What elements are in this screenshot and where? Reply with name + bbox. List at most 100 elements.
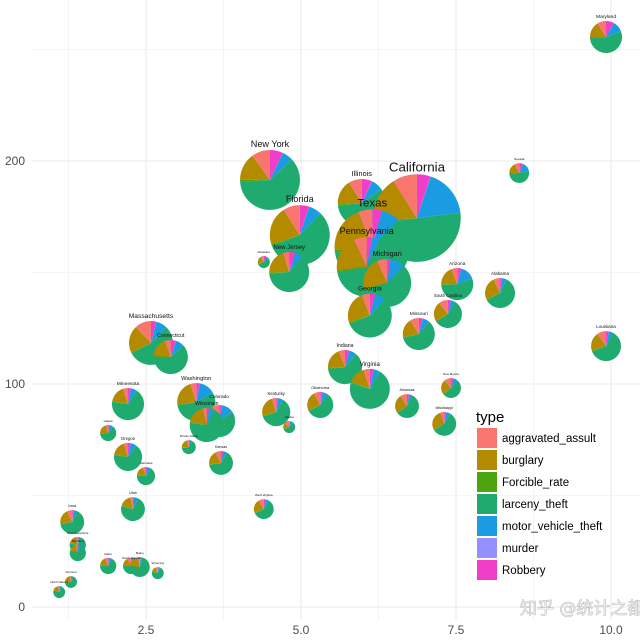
pie-slice-aggravated_assult — [142, 467, 146, 477]
pie-slice-motor_vehicle_theft — [108, 557, 112, 566]
pie-slice-murder — [345, 350, 350, 368]
pie-slice-aggravated_assult — [123, 388, 129, 405]
pie-slice-burglary — [337, 182, 362, 205]
pie-slice-murder — [196, 383, 200, 403]
pie-slice-robbery — [146, 467, 148, 477]
pie-slice-forcible_rate — [433, 423, 445, 431]
pie-slice-aggravated_assult — [271, 398, 277, 413]
pie-slice-burglary — [327, 351, 346, 369]
pie-slice-murder — [263, 256, 267, 263]
pie-slice-aggravated_assult — [393, 174, 417, 219]
pie-slice-forcible_rate — [348, 315, 370, 324]
pie-slice-robbery — [369, 293, 376, 316]
pie-slice-forcible_rate — [509, 173, 520, 174]
pie-slice-murder — [500, 278, 503, 294]
legend-key-forcible_rate — [477, 472, 497, 492]
pie-slice-burglary — [589, 23, 607, 38]
pie-slice-aggravated_assult — [258, 499, 264, 510]
pie-slice-aggravated_assult — [164, 339, 171, 358]
pie-slice-larceny_theft — [441, 278, 474, 301]
pie-slice-aggravated_assult — [353, 236, 367, 267]
pie-slice-motor_vehicle_theft — [59, 586, 63, 593]
pie-slice-forcible_rate — [283, 427, 290, 430]
pie-slice-forcible_rate — [177, 402, 197, 406]
pie-slice-motor_vehicle_theft — [221, 451, 227, 463]
pie-label: Idaho — [104, 552, 112, 556]
pie-slice-larceny_theft — [65, 576, 77, 589]
pie-slice-murder — [170, 340, 177, 358]
pie-slice-aggravated_assult — [186, 440, 189, 448]
pie-slice-aggravated_assult — [190, 383, 197, 403]
pie-slice-robbery — [289, 252, 296, 273]
pie-slice-larceny_theft — [240, 159, 300, 210]
pie-label: Minnesota — [117, 381, 140, 387]
pie-north-dakota — [53, 586, 66, 599]
pie-slice-motor_vehicle_theft — [206, 408, 215, 426]
pie-slice-aggravated_assult — [597, 20, 607, 38]
pie-slice-larceny_theft — [349, 371, 390, 409]
pie-slice-forcible_rate — [209, 462, 222, 466]
pie-slice-aggravated_assult — [440, 411, 445, 424]
pie-label: Pennsylvania — [340, 226, 395, 236]
legend-key-aggravated_assult — [477, 428, 497, 448]
pie-slice-robbery — [170, 339, 177, 358]
pie-label: Delaware — [257, 250, 270, 254]
pie-slice-burglary — [129, 557, 140, 568]
pie-slice-forcible_rate — [258, 262, 264, 265]
pie-slice-larceny_theft — [443, 380, 461, 398]
pie-slice-aggravated_assult — [451, 268, 458, 285]
pie-slice-larceny_theft — [262, 399, 291, 427]
pie-slice-robbery — [416, 174, 431, 219]
pie-label: New York — [251, 139, 290, 149]
pie-west-virginia — [253, 499, 274, 520]
pie-label: New Jersey — [273, 245, 306, 251]
pie-slice-burglary — [177, 383, 197, 405]
pie-slice-robbery — [299, 205, 310, 236]
pie-slice-murder — [418, 318, 423, 335]
pie-slice-burglary — [509, 164, 520, 174]
pie-label: Missouri — [410, 311, 428, 317]
pie-slice-motor_vehicle_theft — [289, 253, 303, 273]
pie-slice-motor_vehicle_theft — [108, 425, 113, 434]
pie-label: Nevada — [514, 157, 525, 161]
pie-label: Rhode Island — [180, 434, 198, 438]
pie-wisconsin — [189, 407, 224, 443]
pie-slice-larceny_theft — [328, 353, 363, 385]
pie-slice-aggravated_assult — [67, 510, 73, 523]
watermark: 知乎 @统计之都 — [520, 599, 640, 619]
pie-slice-murder — [146, 467, 148, 477]
pie-slice-forcible_rate — [240, 179, 270, 182]
pie-label: Connecticut — [157, 333, 185, 339]
pie-slice-robbery — [418, 318, 423, 335]
pie-slice-burglary — [269, 253, 290, 273]
pie-slice-burglary — [152, 567, 158, 574]
pie-slice-murder — [128, 443, 131, 457]
pie-slice-burglary — [347, 295, 370, 323]
pie-slice-robbery — [387, 259, 391, 283]
pie-slice-forcible_rate — [153, 355, 171, 358]
pie-slice-motor_vehicle_theft — [77, 536, 81, 546]
pie-label: Hawaii — [104, 419, 113, 423]
pie-slice-murder — [72, 510, 74, 523]
pie-slice-murder — [369, 369, 374, 389]
pie-label: Washington — [181, 376, 211, 382]
legend-key-larceny_theft — [477, 494, 497, 514]
pie-label: South Dakota — [122, 556, 141, 560]
pie-slice-larceny_theft — [271, 213, 330, 266]
pie-slice-motor_vehicle_theft — [157, 567, 161, 574]
pie-slice-aggravated_assult — [400, 394, 408, 407]
pie-slice-robbery — [128, 442, 131, 457]
pie-slice-murder — [366, 237, 373, 267]
pie-slice-forcible_rate — [181, 447, 189, 448]
pie-slice-forcible_rate — [271, 235, 300, 247]
pie-slice-robbery — [500, 278, 502, 294]
pie-slice-aggravated_assult — [252, 149, 270, 180]
pie-label: Utah — [129, 491, 137, 495]
pie-slice-aggravated_assult — [127, 557, 132, 566]
pie-slice-robbery — [77, 544, 79, 554]
pie-slice-forcible_rate — [69, 542, 78, 546]
pie-louisiana — [591, 331, 622, 362]
pie-slice-burglary — [363, 261, 388, 289]
pie-slice-motor_vehicle_theft — [407, 394, 413, 407]
